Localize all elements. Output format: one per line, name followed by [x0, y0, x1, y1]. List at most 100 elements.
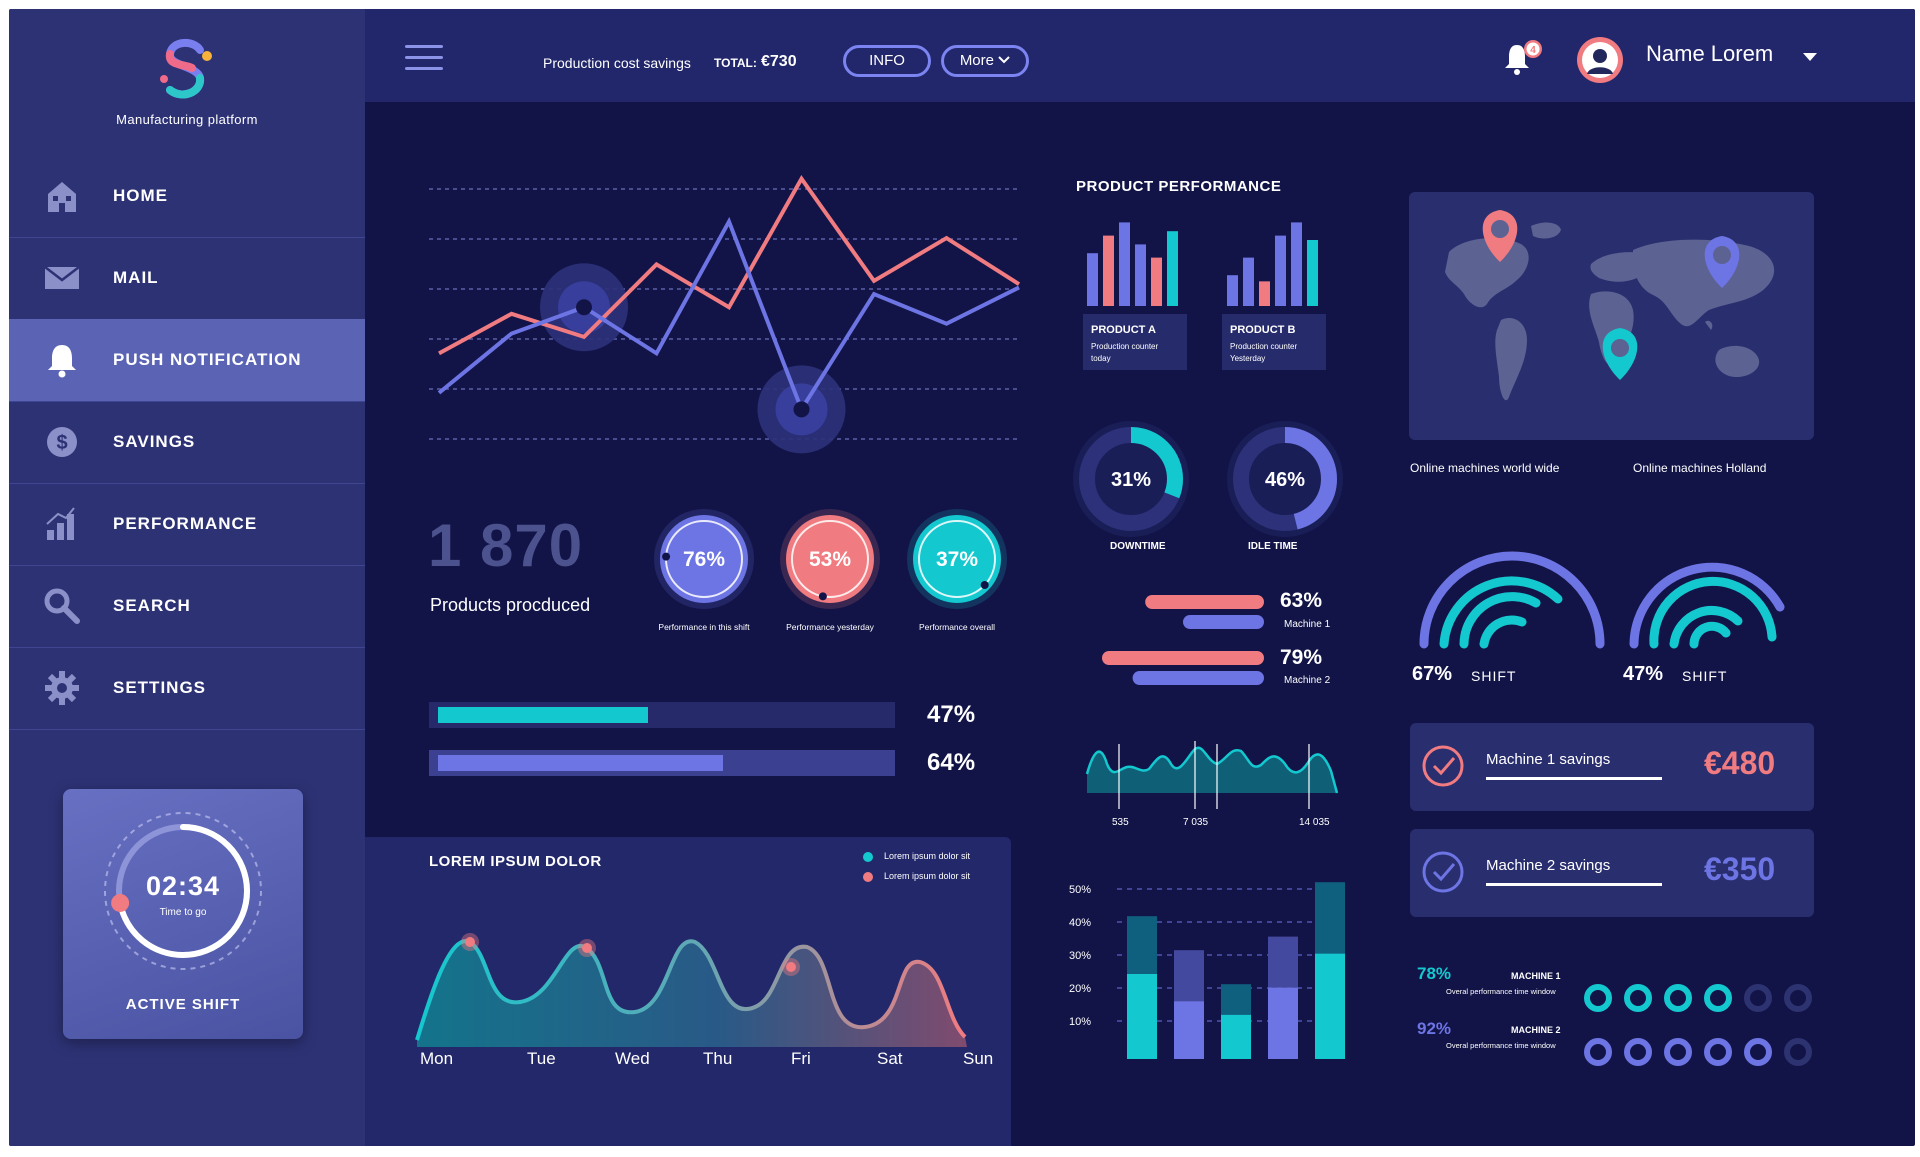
shift-gauge-label: SHIFT: [1682, 668, 1728, 684]
savings-label: Machine 2 savings: [1486, 857, 1611, 874]
stacked-bar-chart: 50% 40% 30% 20% 10%: [1069, 882, 1345, 1059]
savings-label: Machine 1 savings: [1486, 751, 1611, 768]
legend-label: Lorem ipsum dolor sit: [884, 871, 971, 881]
sidebar-item-performance[interactable]: PERFORMANCE: [9, 483, 365, 566]
dot-row-name: MACHINE 2: [1511, 1025, 1561, 1035]
world-map-panel: [1409, 192, 1814, 440]
product-sub: Production counter: [1091, 342, 1159, 351]
sidebar-item-search[interactable]: SEARCH: [9, 565, 365, 648]
machine-1-savings-card[interactable]: Machine 1 savings €480: [1410, 723, 1814, 811]
dot-filled: [1704, 1038, 1732, 1066]
sidebar-item-label: SETTINGS: [113, 678, 207, 697]
active-shift-card: 02:34 Time to go ACTIVE SHIFT: [63, 789, 303, 1039]
ring-knob: [818, 592, 827, 601]
y-tick-label: 50%: [1069, 884, 1091, 896]
gear-icon: [45, 671, 79, 705]
wave-label: 7 035: [1183, 817, 1209, 828]
stacked-bar-top: [1221, 984, 1251, 1015]
progress-bar-fill: [438, 707, 648, 723]
product-bar: [1167, 231, 1178, 306]
product-bar: [1087, 253, 1098, 306]
active-shift-label: ACTIVE SHIFT: [125, 996, 241, 1013]
machine-bar-blue: [1132, 671, 1264, 685]
more-button[interactable]: More: [941, 45, 1029, 77]
donut-arc: [1233, 427, 1337, 531]
shift-gauges: [1419, 551, 1785, 649]
product-name: PRODUCT B: [1230, 324, 1296, 336]
donut-value: 46%: [1265, 469, 1305, 491]
downtime-idle-donuts: 31% 46%: [1073, 421, 1343, 537]
product-bar: [1259, 281, 1270, 306]
ring-value: 37%: [936, 548, 978, 571]
sidebar-item-mail[interactable]: MAIL: [9, 237, 365, 320]
home-icon: [48, 182, 76, 212]
map-pin-blue[interactable]: [1704, 236, 1740, 288]
line-chart: [429, 175, 1021, 454]
progress-bar-blue: [429, 750, 895, 776]
map-caption-holland: Online machines Holland: [1633, 461, 1767, 475]
ring-fill: [913, 515, 1001, 603]
ring-value: 76%: [683, 548, 725, 571]
notification-count: 4: [1530, 45, 1536, 56]
sidebar-item-label: SEARCH: [113, 596, 191, 615]
bell-icon: [48, 345, 76, 378]
y-tick-label: 30%: [1069, 950, 1091, 962]
product-performance-title: PRODUCT PERFORMANCE: [1076, 178, 1282, 195]
savings-underline: [1486, 777, 1662, 780]
stacked-bar-top: [1315, 882, 1345, 954]
ring-knob: [662, 552, 671, 561]
sidebar-item-savings[interactable]: $ SAVINGS: [9, 401, 365, 484]
bell-icon[interactable]: 4: [1501, 39, 1547, 81]
legend-dot-teal: [863, 852, 873, 862]
dot-empty: [1784, 984, 1812, 1012]
machine-2-savings-card[interactable]: Machine 2 savings €350: [1410, 829, 1814, 917]
dot-filled: [1584, 984, 1612, 1012]
dot-filled: [1744, 1038, 1772, 1066]
machine-bar-coral: [1145, 595, 1264, 609]
savings-value: €480: [1704, 745, 1776, 781]
ring-label: Performance in this shift: [658, 622, 750, 632]
product-sub: today: [1091, 354, 1111, 363]
product-bar-charts: [1087, 222, 1318, 306]
product-bar: [1135, 244, 1146, 306]
area-chart-panel: LOREM IPSUM DOLOR Lorem ipsum dolor sit …: [365, 837, 1011, 1146]
hamburger-menu-icon[interactable]: [405, 45, 443, 71]
stacked-bar-bottom: [1268, 987, 1298, 1059]
avatar[interactable]: [1575, 35, 1625, 85]
sidebar-item-label: PERFORMANCE: [113, 514, 258, 533]
ring-inner: [791, 520, 869, 598]
day-label: Sat: [877, 1049, 903, 1068]
product-sub: Production counter: [1230, 342, 1298, 351]
user-menu-chevron-icon[interactable]: [1802, 51, 1818, 63]
line-series-coral: [438, 175, 1021, 356]
bar-chart-icon: [46, 507, 75, 540]
search-icon: [44, 588, 80, 624]
dot-row-percent: 78%: [1417, 964, 1452, 983]
sidebar-item-settings[interactable]: SETTINGS: [9, 647, 365, 730]
machine-label: Machine 1: [1284, 619, 1331, 630]
products-count: 1 870: [428, 512, 584, 579]
user-name[interactable]: Name Lorem: [1646, 41, 1774, 66]
dot-filled: [1624, 1038, 1652, 1066]
product-bar: [1243, 257, 1254, 306]
map-pin-teal[interactable]: [1602, 328, 1638, 380]
shift-timer-value: 02:34: [145, 871, 221, 901]
logo-text: Manufacturing platform: [116, 112, 258, 127]
check-circle-icon: [1422, 851, 1464, 893]
product-bar: [1119, 222, 1130, 306]
progress-value: 47%: [927, 701, 976, 728]
total-label: TOTAL:: [714, 56, 757, 70]
sidebar-item-home[interactable]: HOME: [9, 155, 365, 238]
progress-bar-teal: [429, 702, 895, 728]
day-label: Wed: [615, 1049, 650, 1068]
sidebar-item-push-notification[interactable]: PUSH NOTIFICATION: [9, 319, 365, 402]
ring-inner: [918, 520, 996, 598]
shift-gauge-value: 67%: [1412, 663, 1453, 685]
performance-rings: 76% Performance in this shift 53% Performan…: [654, 509, 1007, 632]
product-bar: [1227, 275, 1238, 306]
dot-row-percent: 92%: [1417, 1019, 1452, 1038]
sidebar-item-label: SAVINGS: [113, 432, 196, 451]
map-pin-coral[interactable]: [1482, 210, 1518, 262]
sidebar-item-label: PUSH NOTIFICATION: [113, 350, 302, 369]
info-button[interactable]: INFO: [843, 45, 931, 77]
